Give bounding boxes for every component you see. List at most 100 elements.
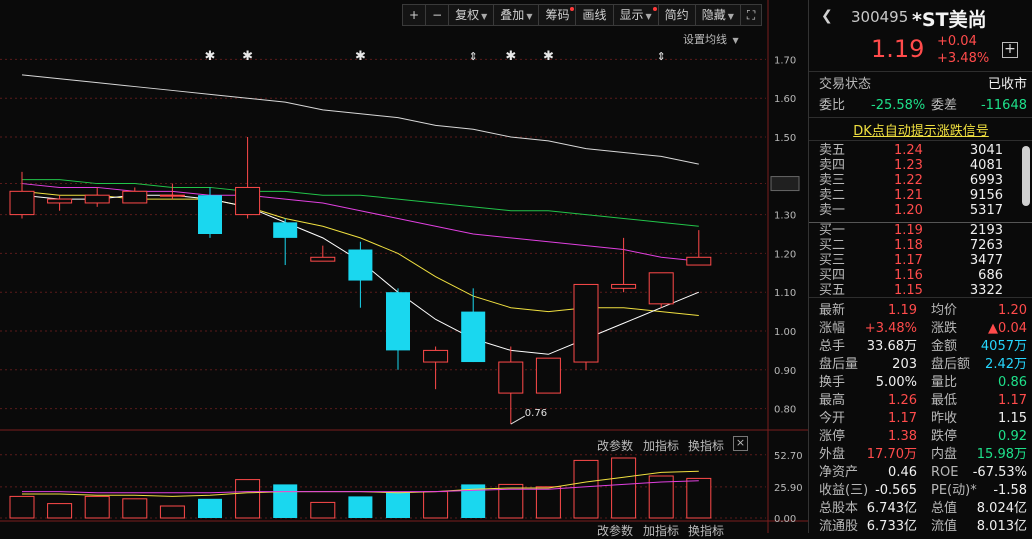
quote-panel: ❮ 300495 *ST美尚 1.19 +0.04 +3.48% + 交易状态 … (808, 0, 1032, 534)
ask-volume: 5317 (969, 203, 1003, 218)
zoom-in-button[interactable]: + (402, 4, 427, 26)
ask-row[interactable]: 卖五 1.24 3041 (819, 143, 1027, 158)
stat-label: 流值 (931, 519, 958, 534)
low-annotation-label: 0.76 (525, 408, 547, 419)
bid-row[interactable]: 买一 1.19 2193 (819, 223, 1027, 238)
price-tick-label: 0.90 (774, 366, 796, 377)
bid-row[interactable]: 买三 1.17 3477 (819, 253, 1027, 268)
stat-label: 总值 (931, 501, 958, 516)
add-watchlist-icon[interactable]: + (1002, 42, 1018, 58)
trade-state-value: 已收市 (987, 77, 1027, 92)
stat-label: 跌停 (931, 429, 958, 444)
candle-body (423, 349, 449, 363)
moving-average-line (22, 179, 699, 227)
stock-code: 300495 (851, 8, 909, 26)
stat-value: 6.743亿 (866, 501, 917, 516)
stat-label: 均价 (931, 303, 958, 318)
stat-value: -0.565 (875, 483, 917, 498)
zoom-out-button[interactable]: − (425, 4, 450, 26)
weibi-row: 委比 -25.58% 委差 -11648 (819, 97, 1027, 115)
price-tick-label: 1.20 (774, 249, 796, 260)
candle-body (498, 361, 524, 394)
switch-indicator-button[interactable]: 换指标 (688, 439, 725, 453)
ask-row[interactable]: 卖一 1.20 5317 (819, 203, 1027, 218)
simple-mode-button[interactable]: 简约 (657, 4, 696, 26)
ask-price: 1.22 (894, 173, 923, 188)
volume-tick-label: 52.70 (774, 451, 803, 462)
display-button[interactable]: 显示 ▼ (612, 4, 659, 26)
stat-label: 总股本 (819, 501, 859, 516)
ma-settings-button[interactable]: 设置均线 ▼ (683, 31, 739, 47)
switch-indicator-button-2[interactable]: 换指标 (688, 524, 725, 538)
volume-bar (423, 491, 449, 519)
fuquan-button[interactable]: 复权 ▼ (448, 4, 495, 26)
moving-average-line (21, 74, 699, 165)
bid-row[interactable]: 买四 1.16 686 (819, 268, 1027, 283)
stat-value: 33.68万 (866, 339, 917, 354)
candle-body (159, 194, 185, 197)
bid-label: 买五 (819, 283, 846, 298)
volume-bar (310, 501, 336, 519)
candle-body (348, 249, 373, 281)
stat-value: 1.19 (888, 303, 917, 318)
change-params-button-2[interactable]: 改参数 (597, 524, 634, 538)
ask-row[interactable]: 卖二 1.21 9156 (819, 188, 1027, 203)
chips-button[interactable]: 筹码 (538, 4, 577, 26)
dk-signal-link[interactable]: DK点自动提示涨跌信号 (853, 124, 989, 139)
order-book-scrollbar[interactable] (1022, 146, 1030, 206)
stat-label: 金额 (931, 339, 958, 354)
stat-value: 1.20 (998, 303, 1027, 318)
star-marker-icon: ✱ (205, 49, 216, 64)
bid-volume: 3322 (969, 283, 1003, 298)
stat-value: 0.92 (998, 429, 1027, 444)
stat-row: 收益(三) -0.565 PE(动)* -1.58 (819, 482, 1027, 500)
ask-row[interactable]: 卖三 1.22 6993 (819, 173, 1027, 188)
weibi-label: 委比 (819, 98, 846, 113)
stat-row: 盘后量 203 盘后额 2.42万 (819, 356, 1027, 374)
stat-row: 换手 5.00% 量比 0.86 (819, 374, 1027, 392)
add-indicator-button[interactable]: 加指标 (643, 439, 680, 453)
ask-row[interactable]: 卖四 1.23 4081 (819, 158, 1027, 173)
bid-row[interactable]: 买五 1.15 3322 (819, 283, 1027, 298)
stat-label: 内盘 (931, 447, 958, 462)
back-icon[interactable]: ❮ (821, 8, 833, 24)
stat-label: 盘后额 (931, 357, 971, 372)
stat-value: +3.48% (864, 321, 917, 336)
stat-label: 今开 (819, 411, 846, 426)
fullscreen-icon[interactable]: ⛶ (739, 4, 763, 26)
stat-row: 涨停 1.38 跌停 0.92 (819, 428, 1027, 446)
volume-bar (198, 498, 222, 518)
overlay-button[interactable]: 叠加 ▼ (493, 4, 540, 26)
price-tick-label: 1.60 (774, 94, 796, 105)
arrow-marker-icon: ⇕ (469, 50, 478, 63)
hide-button[interactable]: 隐藏 ▼ (694, 4, 741, 26)
volume-bar (122, 498, 148, 519)
volume-bar (273, 484, 298, 518)
arrow-marker-icon: ⇕ (657, 50, 666, 63)
price-change: +0.04 (937, 34, 977, 49)
bid-row[interactable]: 买二 1.18 7263 (819, 238, 1027, 253)
add-indicator-button-2[interactable]: 加指标 (643, 524, 680, 538)
price-tick-label: 1.10 (774, 288, 796, 299)
stat-label: 流通股 (819, 519, 859, 534)
ask-label: 卖二 (819, 188, 846, 203)
ask-price: 1.23 (894, 158, 923, 173)
ask-volume: 6993 (969, 173, 1003, 188)
close-icon[interactable]: × (733, 436, 748, 451)
stat-value: 2.42万 (985, 357, 1027, 372)
change-params-button[interactable]: 改参数 (597, 439, 634, 453)
display-label: 显示 (619, 8, 644, 22)
bid-volume: 7263 (969, 238, 1003, 253)
stat-value: 0.46 (888, 465, 917, 480)
notification-dot-icon (652, 7, 657, 11)
star-marker-icon: ✱ (543, 49, 554, 64)
volume-bar (611, 457, 637, 519)
candle-body (573, 283, 599, 363)
chevron-down-icon: ▼ (732, 36, 739, 45)
star-marker-icon: ✱ (505, 49, 516, 64)
candle-body (84, 194, 110, 204)
stat-row: 总手 33.68万 金额 4057万 (819, 338, 1027, 356)
draw-line-button[interactable]: 画线 (575, 4, 614, 26)
ask-volume: 9156 (969, 188, 1003, 203)
kline-chart[interactable]: 1.701.601.501.381.301.201.101.000.900.80… (0, 0, 808, 533)
